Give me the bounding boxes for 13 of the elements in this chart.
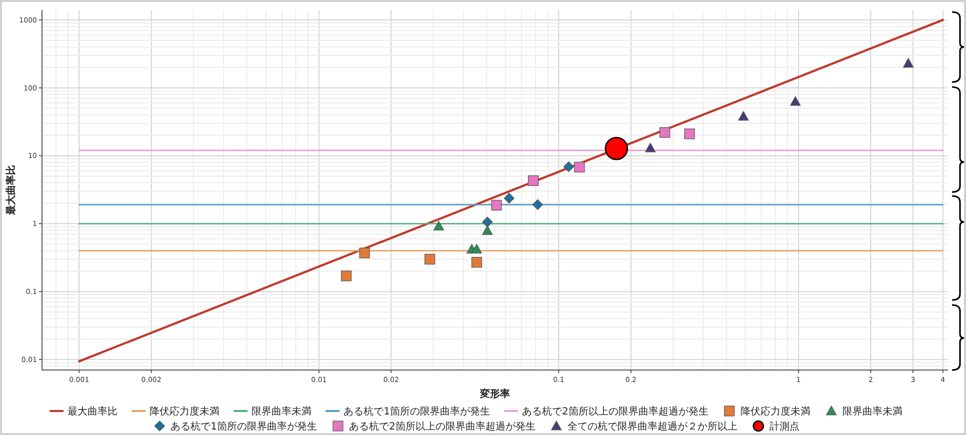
x-axis-title: 変形率 bbox=[479, 388, 510, 400]
legend-label: ある杭で2箇所以上の限界曲率超過が発生 bbox=[522, 406, 708, 418]
legend-label: 全ての杭で限界曲率超過が２か所以上 bbox=[567, 420, 738, 432]
legend-label: 計測点 bbox=[769, 420, 800, 432]
legend-label: 限界曲率未満 bbox=[842, 406, 902, 418]
y-axis-title: 最大曲率比 bbox=[5, 165, 17, 216]
legend-label: 最大曲率比 bbox=[68, 406, 118, 418]
legend-label: 限界曲率未満 bbox=[252, 406, 312, 418]
legend-label: ある杭で1箇所の限界曲率が発生 bbox=[344, 406, 490, 418]
legend-label: ある杭で2箇所以上の限界曲率超過が発生 bbox=[349, 420, 536, 432]
legend-label: 降伏応力度未満 bbox=[150, 406, 220, 418]
legend-label: 降伏応力度未満 bbox=[740, 406, 810, 418]
legend-label: ある杭で1箇所の限界曲率が発生 bbox=[170, 420, 317, 432]
